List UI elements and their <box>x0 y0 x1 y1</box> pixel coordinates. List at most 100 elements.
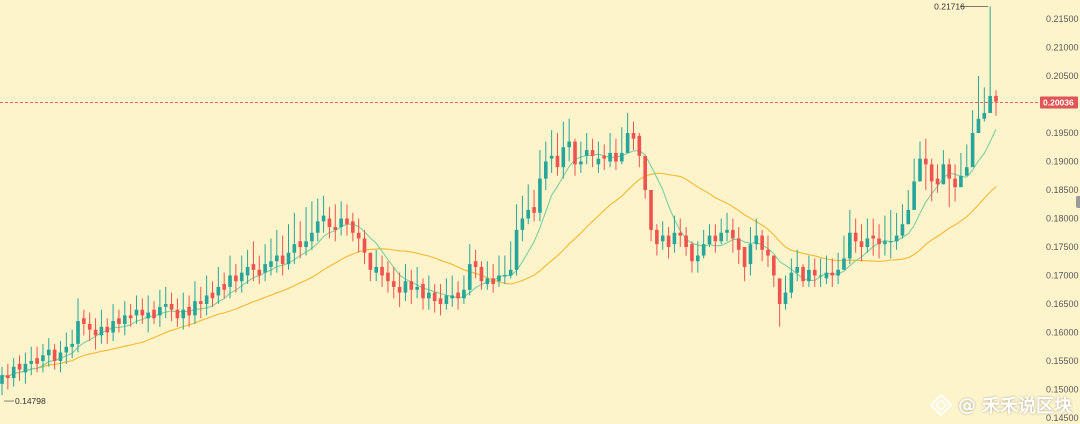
candle-down <box>953 164 957 202</box>
candle-body <box>122 315 127 324</box>
candle-up <box>310 201 314 250</box>
candle-down <box>82 309 86 336</box>
candle-down <box>280 235 285 276</box>
candle-body <box>766 249 770 256</box>
candle-up <box>625 113 630 153</box>
price-axis[interactable]: 0.215000.210000.205000.200000.195000.190… <box>1040 14 1079 423</box>
candle-body <box>619 152 624 162</box>
candle-body <box>596 158 601 165</box>
candle-body <box>859 241 864 247</box>
candle-body <box>193 301 197 316</box>
y-tick-label: 0.15000 <box>1046 385 1079 395</box>
candle-body <box>362 238 367 253</box>
candle-down <box>929 158 934 202</box>
candle-body <box>257 269 262 276</box>
candle-body <box>877 238 881 245</box>
candle-body <box>444 295 449 304</box>
candle-body <box>181 309 186 319</box>
y-tick-label: 0.20500 <box>1046 71 1079 81</box>
candle-up <box>789 258 794 299</box>
candle-down <box>222 272 227 299</box>
candle-up <box>415 266 419 299</box>
candle-body <box>795 266 800 273</box>
candle-down <box>947 158 952 208</box>
candle-body <box>292 244 297 253</box>
candle-up <box>918 141 922 182</box>
candle-body <box>953 178 957 188</box>
candle-up <box>321 195 326 233</box>
candle-down <box>643 155 647 199</box>
candle-body <box>678 232 683 236</box>
candle-body <box>906 209 911 225</box>
candle-body <box>707 235 712 245</box>
candle-down <box>655 224 659 256</box>
candle-down <box>935 164 940 193</box>
candle-up <box>748 227 753 276</box>
candle-body <box>351 221 355 233</box>
candle-down <box>742 247 747 282</box>
y-tick-label: 0.18000 <box>1046 214 1079 224</box>
candle-up <box>269 238 273 276</box>
candle-body <box>485 278 490 285</box>
candle-up <box>900 204 905 239</box>
candle-up <box>976 76 981 133</box>
candle-up <box>58 341 63 373</box>
candle-body <box>386 272 390 282</box>
candle-down <box>994 90 998 116</box>
candle-body <box>298 241 303 247</box>
candle-down <box>473 249 478 279</box>
candle-body <box>789 272 794 293</box>
candle-body <box>888 241 893 243</box>
candle-body <box>900 224 905 236</box>
candle-body <box>567 141 571 148</box>
candle-down <box>801 264 805 287</box>
candle-body <box>590 150 595 156</box>
candle-down <box>924 138 928 190</box>
scroll-handle[interactable] <box>1076 196 1080 208</box>
candle-down <box>666 227 671 259</box>
candle-up <box>567 118 571 162</box>
candle-up <box>526 184 531 225</box>
candle-body <box>713 235 718 242</box>
candle-down <box>117 309 121 333</box>
candle-down <box>479 261 484 290</box>
current-price-label: 0.20036 <box>1043 97 1074 107</box>
candle-body <box>23 363 28 373</box>
candle-down <box>210 281 215 307</box>
candle-body <box>649 190 653 230</box>
candle-down <box>877 224 881 259</box>
candle-up <box>99 309 104 344</box>
candle-body <box>35 358 39 364</box>
candle-down <box>871 218 876 256</box>
candle-body <box>643 155 647 190</box>
candle-body <box>579 161 583 165</box>
candle-down <box>602 144 607 171</box>
candle-body <box>853 232 858 242</box>
candle-up <box>64 332 69 364</box>
candle-body <box>380 266 384 276</box>
candle-down <box>386 261 390 293</box>
candle-up <box>216 266 221 304</box>
candle-body <box>467 264 472 290</box>
candle-body <box>210 292 215 299</box>
candle-body <box>871 235 876 239</box>
candle-body <box>327 218 332 228</box>
candle-body <box>438 298 443 304</box>
candle-body <box>415 286 419 290</box>
candle-down <box>169 292 174 322</box>
watermark: @ 禾禾说区块 <box>930 392 1072 418</box>
candle-down <box>456 281 460 310</box>
candle-up <box>193 281 197 324</box>
candle-down <box>234 264 238 293</box>
candle-body <box>82 318 86 324</box>
candle-body <box>216 286 221 296</box>
candle-down <box>555 133 560 176</box>
candle-body <box>807 269 811 282</box>
candle-down <box>777 278 782 327</box>
candle-body <box>204 295 209 304</box>
candle-body <box>538 178 542 213</box>
candle-body <box>52 349 57 361</box>
candle-up <box>403 264 408 302</box>
candle-body <box>625 133 630 153</box>
candle-up <box>842 235 846 270</box>
